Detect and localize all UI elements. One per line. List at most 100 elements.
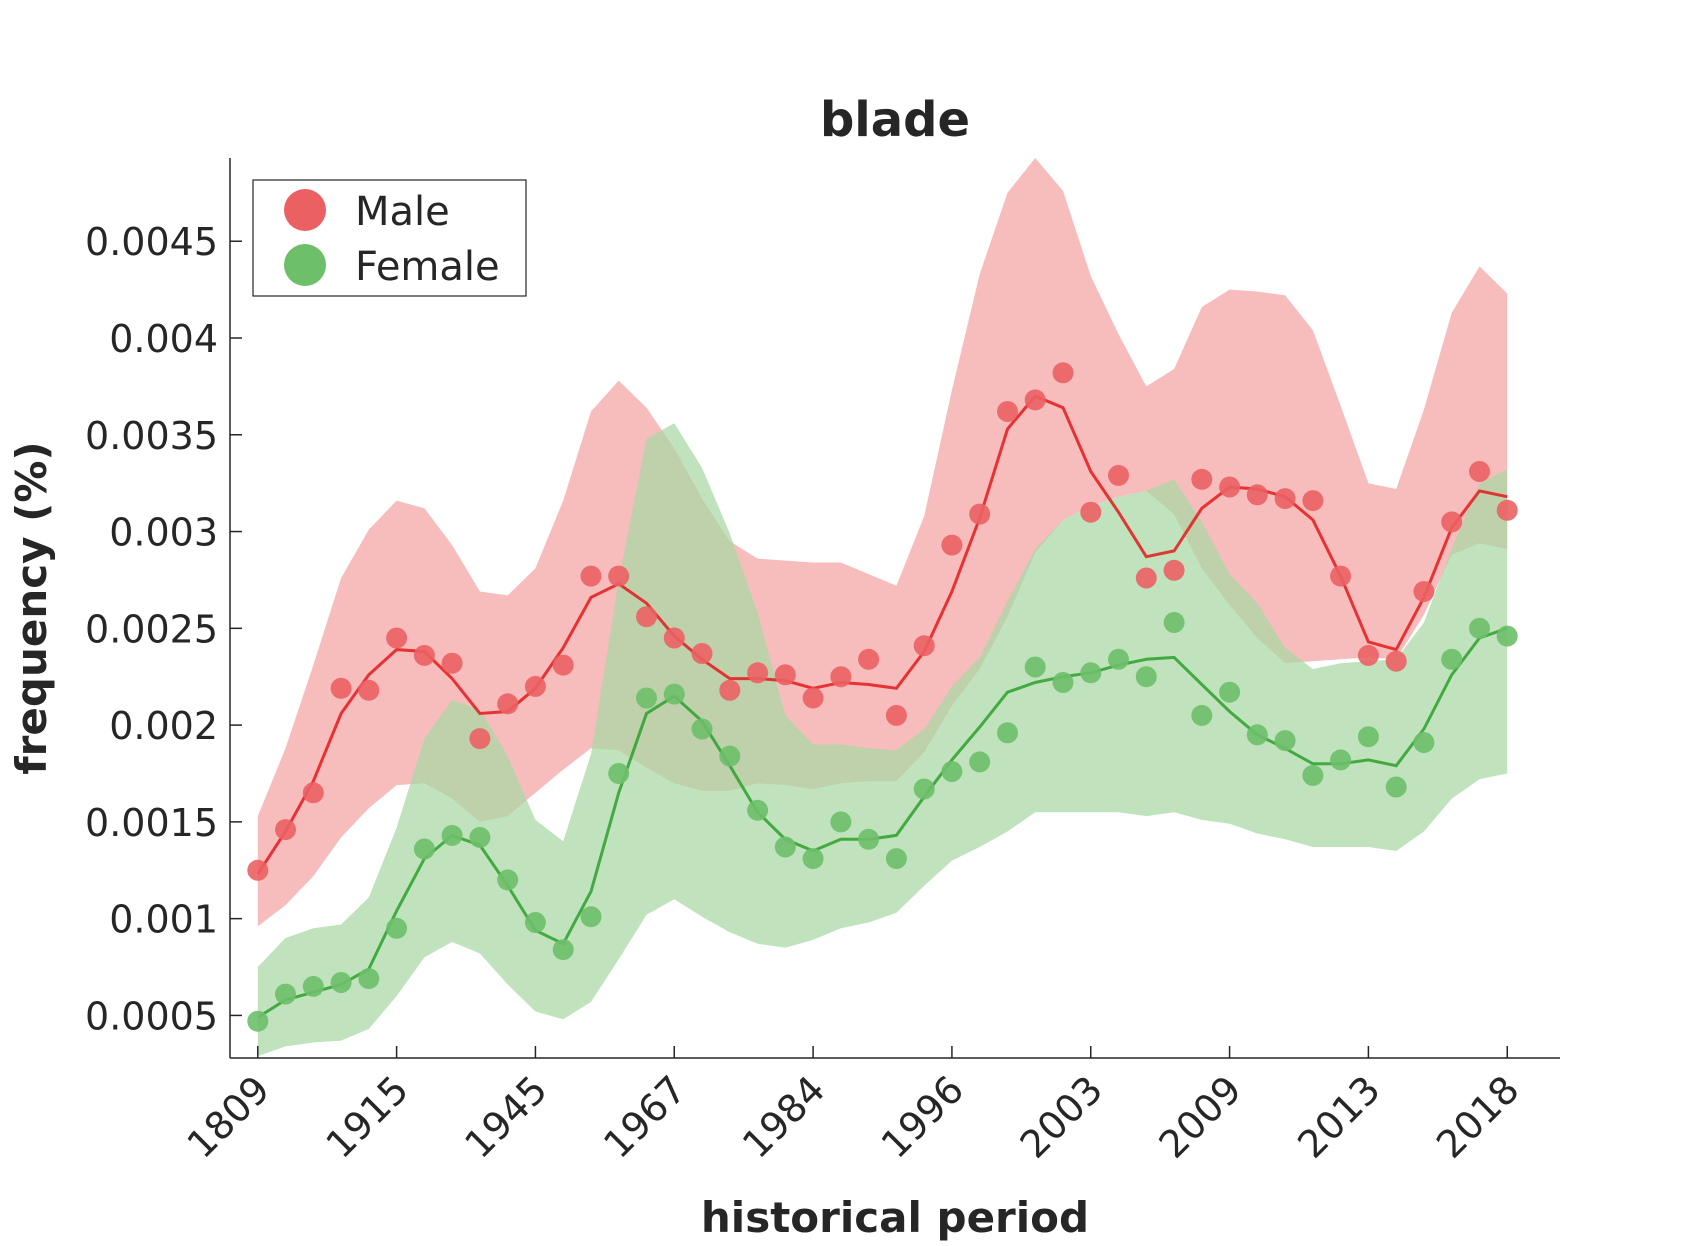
y-tick-label: 0.001 xyxy=(109,898,218,942)
female-point xyxy=(1274,730,1296,752)
male-point xyxy=(1052,362,1074,384)
male-point xyxy=(1385,650,1407,672)
female-point xyxy=(1219,681,1241,703)
female-point xyxy=(691,718,713,740)
male-point xyxy=(663,627,685,649)
y-tick-label: 0.003 xyxy=(109,511,218,555)
male-point xyxy=(275,819,296,841)
female-point xyxy=(1441,648,1463,670)
male-point xyxy=(524,675,546,697)
smoothed-lines xyxy=(256,394,1508,1019)
female-point xyxy=(1413,732,1435,753)
male-point xyxy=(1357,644,1379,666)
x-tick-label: 1996 xyxy=(873,1067,973,1167)
male-point xyxy=(691,643,713,664)
legend-label-male: Male xyxy=(355,189,450,235)
male-point xyxy=(1330,565,1352,587)
female-point xyxy=(941,761,963,782)
male-point xyxy=(1469,461,1490,482)
female-point xyxy=(358,968,380,990)
female-point xyxy=(1024,656,1046,678)
female-point xyxy=(969,751,991,773)
female-point xyxy=(1357,726,1379,748)
female-point xyxy=(774,836,796,858)
female-point xyxy=(747,799,769,821)
male-point xyxy=(747,662,769,684)
female-point xyxy=(1108,648,1129,670)
female-point xyxy=(552,939,574,961)
male-point xyxy=(1191,468,1213,490)
female-point xyxy=(719,745,741,767)
x-tick-label: 1945 xyxy=(456,1067,556,1167)
y-tick-label: 0.002 xyxy=(109,704,218,748)
male-point xyxy=(1080,501,1102,523)
male-point xyxy=(1024,389,1046,411)
data-points xyxy=(247,362,1518,1032)
male-point xyxy=(941,534,963,556)
female-point xyxy=(885,848,907,870)
female-point xyxy=(524,912,546,933)
male-point xyxy=(497,693,519,715)
female-point xyxy=(1302,764,1324,786)
female-point xyxy=(497,869,519,891)
x-tick-label: 2018 xyxy=(1428,1067,1528,1167)
female-point xyxy=(302,975,324,997)
female-point xyxy=(1135,666,1157,688)
female-point xyxy=(580,906,602,928)
female-point xyxy=(275,983,296,1005)
male-point xyxy=(830,666,852,688)
male-point xyxy=(1274,488,1296,510)
y-tick-label: 0.0005 xyxy=(85,994,218,1038)
male-point xyxy=(636,606,657,628)
y-tick-label: 0.0015 xyxy=(85,801,218,845)
y-tick-label: 0.0045 xyxy=(85,220,218,264)
y-tick-label: 0.004 xyxy=(109,317,218,361)
male-point xyxy=(1219,476,1241,498)
female-point xyxy=(663,683,685,705)
legend-marker-female xyxy=(284,244,326,286)
male-point xyxy=(969,503,991,525)
x-tick-label: 1967 xyxy=(595,1067,695,1167)
x-tick-label: 1984 xyxy=(734,1067,834,1167)
female-point xyxy=(469,826,491,848)
female-point xyxy=(1080,662,1102,684)
female-point xyxy=(636,687,657,709)
y-tick-label: 0.0035 xyxy=(85,414,218,458)
male-point xyxy=(330,677,352,699)
female-point xyxy=(386,917,408,939)
x-tick-label: 2009 xyxy=(1150,1067,1250,1167)
chart-title: blade xyxy=(820,92,970,148)
male-point xyxy=(1302,490,1324,512)
female-point xyxy=(830,811,852,833)
male-point xyxy=(441,652,463,674)
male-point xyxy=(1413,581,1435,602)
axes xyxy=(229,158,1560,1059)
male-point xyxy=(358,679,380,701)
female-point xyxy=(441,824,463,846)
male-point xyxy=(1135,567,1157,589)
female-point xyxy=(997,722,1018,744)
male-point xyxy=(1246,484,1268,506)
male-point xyxy=(413,644,435,666)
male-point xyxy=(802,687,824,709)
male-band xyxy=(257,158,1508,927)
female-point xyxy=(1330,749,1352,771)
male-point xyxy=(997,401,1018,422)
male-point xyxy=(469,728,491,750)
female-point xyxy=(608,763,630,784)
y-ticks: 0.0005 0.001 0.0015 0.002 0.0025 0.003 0.0035 0… xyxy=(85,220,242,1038)
male-point xyxy=(386,627,408,649)
male-point xyxy=(1496,499,1518,521)
y-axis-label: frequency (%) xyxy=(7,441,56,774)
male-point xyxy=(885,704,907,726)
male-point xyxy=(1441,511,1463,533)
female-point xyxy=(413,838,435,860)
male-point xyxy=(774,664,796,686)
male-point xyxy=(913,635,935,657)
legend-label-female: Female xyxy=(355,244,500,290)
female-point xyxy=(1163,612,1185,633)
female-point xyxy=(1191,704,1213,726)
female-point xyxy=(330,972,352,993)
female-point xyxy=(247,1010,269,1032)
